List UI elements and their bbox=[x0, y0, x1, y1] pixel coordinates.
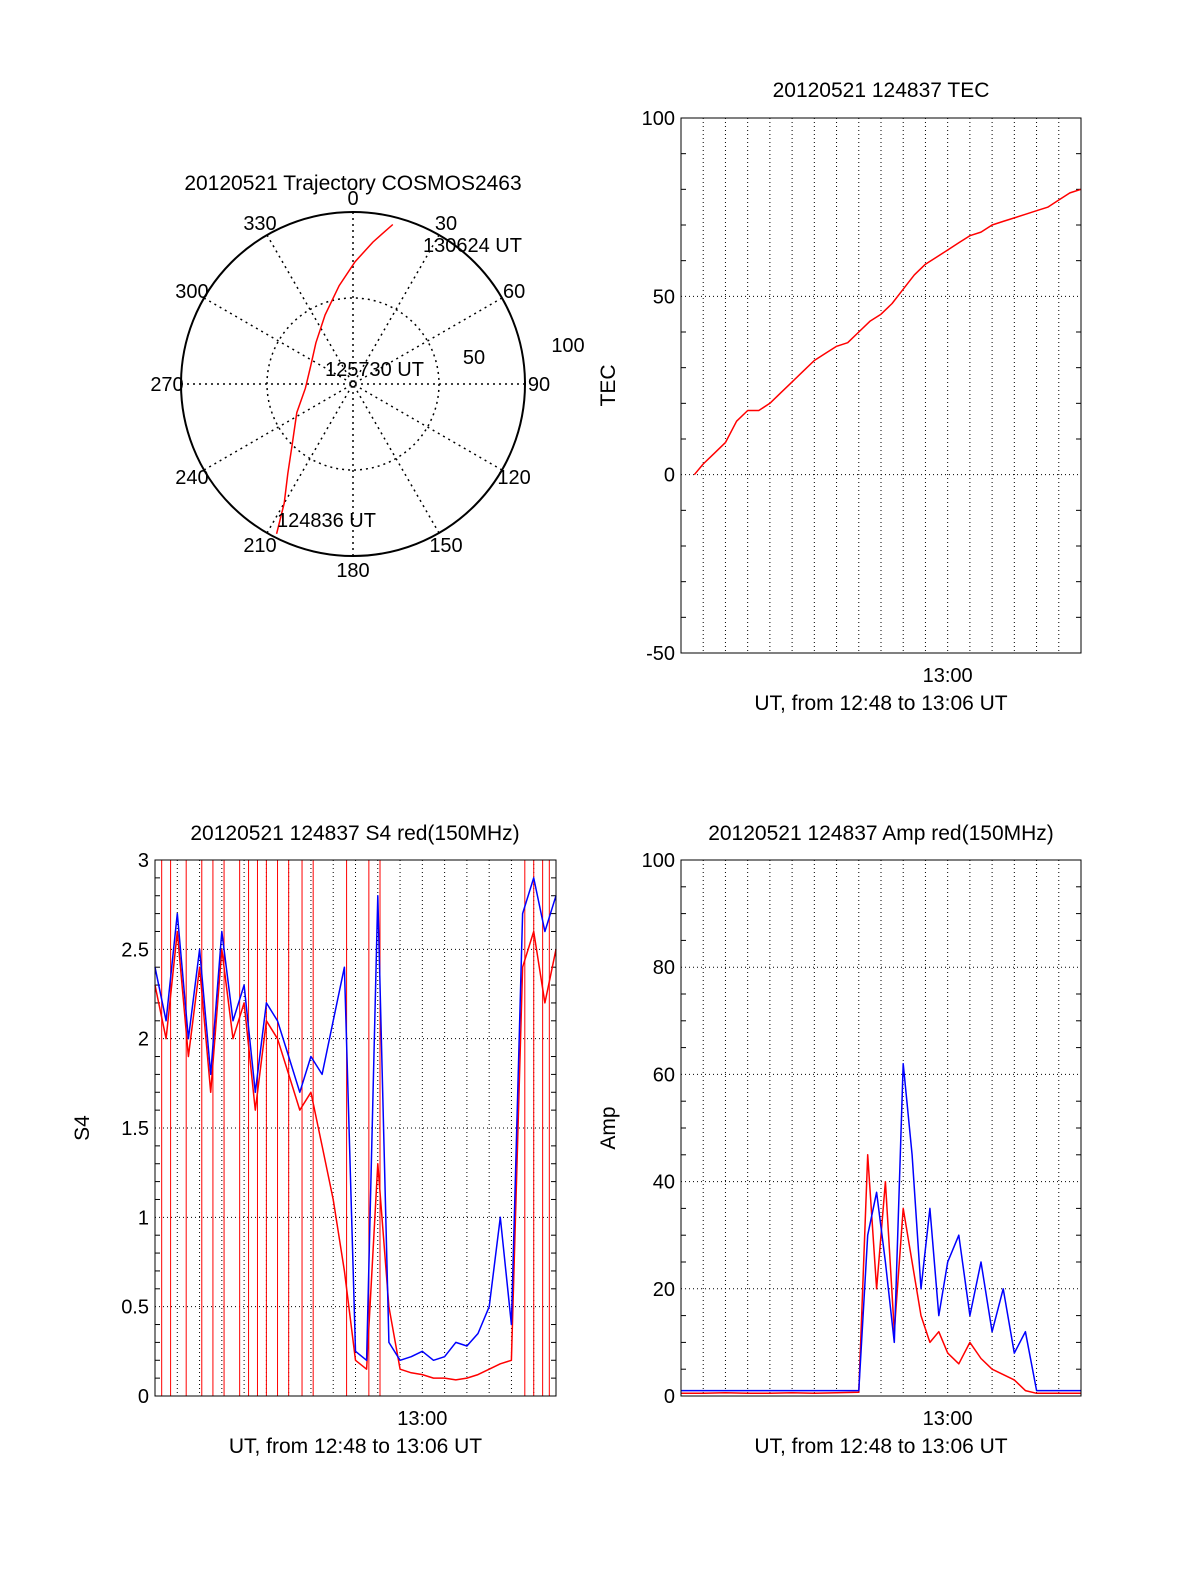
s4-x-axis-label: UT, from 12:48 to 13:06 UT bbox=[229, 1435, 482, 1458]
tec-title: 20120521 124837 TEC bbox=[773, 79, 990, 102]
y-tick-label: 80 bbox=[653, 957, 675, 979]
polar-azimuth-label: 270 bbox=[150, 374, 183, 396]
polar-azimuth-label: 60 bbox=[503, 281, 525, 303]
y-tick-label: 20 bbox=[653, 1279, 675, 1301]
y-tick-label: 0 bbox=[138, 1386, 149, 1408]
y-tick-label: 100 bbox=[642, 850, 675, 872]
amp-x-axis-label: UT, from 12:48 to 13:06 UT bbox=[754, 1435, 1007, 1458]
polar-ring-label-50: 50 bbox=[463, 347, 485, 369]
y-tick-label: 60 bbox=[653, 1064, 675, 1086]
s4-grid bbox=[155, 860, 556, 1396]
series-line-0 bbox=[693, 188, 1082, 476]
amp-series bbox=[681, 1062, 1081, 1395]
polar-azimuth-label: 300 bbox=[175, 281, 208, 303]
series-line-1 bbox=[681, 1062, 1081, 1392]
polar-azimuth-label: 90 bbox=[528, 374, 550, 396]
s4-series bbox=[154, 860, 557, 1396]
polar-azimuth-label: 210 bbox=[243, 535, 276, 557]
tec-x-axis-label: UT, from 12:48 to 13:06 UT bbox=[754, 692, 1007, 715]
y-tick-label: 50 bbox=[653, 286, 675, 308]
amp-y-axis-label: Amp bbox=[597, 1106, 620, 1149]
polar-azimuth-label: 120 bbox=[497, 467, 530, 489]
track-peak-label: 125730 UT bbox=[325, 359, 424, 381]
series-line-0 bbox=[154, 930, 557, 1381]
polar-azimuth-labels: 0 30 60 90 120 150 180 210 240 270 300 330 bbox=[150, 188, 550, 582]
series-line-0 bbox=[681, 1154, 1081, 1395]
polar-title: 20120521 Trajectory COSMOS2463 bbox=[184, 172, 521, 195]
polar-azimuth-label: 30 bbox=[435, 213, 457, 235]
y-tick-label: 2 bbox=[138, 1029, 149, 1051]
amp-grid bbox=[681, 860, 1081, 1396]
s4-panel: 20120521 124837 S4 red(150MHz) 0 0.5 1 1.5 2… bbox=[71, 822, 557, 1458]
y-tick-label: -50 bbox=[646, 643, 675, 665]
polar-ring-label-100: 100 bbox=[551, 335, 584, 357]
tec-series bbox=[693, 188, 1082, 476]
y-tick-label: 0.5 bbox=[121, 1297, 149, 1319]
s4-x-tick-1300: 13:00 bbox=[397, 1408, 447, 1430]
y-tick-label: 1 bbox=[138, 1207, 149, 1229]
tec-panel: 20120521 124837 TEC -50 0 50 100 13:00 UT, … bbox=[597, 79, 1082, 715]
s4-y-axis-label: S4 bbox=[71, 1115, 94, 1141]
tec-grid bbox=[681, 118, 1081, 653]
series-line-1 bbox=[154, 877, 557, 1362]
s4-y-ticks: 0 0.5 1 1.5 2 2.5 3 bbox=[121, 850, 149, 1408]
y-tick-label: 2.5 bbox=[121, 939, 149, 961]
s4-plot-frame bbox=[154, 859, 557, 1397]
tec-y-ticks: -50 0 50 100 bbox=[642, 108, 675, 665]
polar-trajectory-panel: 20120521 Trajectory COSMOS2463 0 30 60 90 12… bbox=[150, 172, 584, 582]
tec-x-tick-1300: 13:00 bbox=[923, 665, 973, 687]
polar-grid bbox=[180, 211, 526, 557]
amp-plot-frame bbox=[680, 859, 1082, 1397]
polar-azimuth-label: 0 bbox=[347, 188, 358, 210]
polar-azimuth-label: 180 bbox=[336, 560, 369, 582]
polar-azimuth-label: 330 bbox=[243, 213, 276, 235]
y-tick-label: 0 bbox=[664, 465, 675, 487]
amp-title: 20120521 124837 Amp red(150MHz) bbox=[708, 822, 1054, 845]
trajectory-line bbox=[275, 223, 394, 534]
polar-azimuth-label: 150 bbox=[429, 535, 462, 557]
polar-track bbox=[275, 223, 394, 534]
y-tick-label: 100 bbox=[642, 108, 675, 130]
y-tick-label: 0 bbox=[664, 1386, 675, 1408]
track-start-label: 124836 UT bbox=[277, 510, 376, 532]
amp-panel: 20120521 124837 Amp red(150MHz) 0 20 40 60 8… bbox=[597, 822, 1082, 1458]
y-tick-label: 40 bbox=[653, 1172, 675, 1194]
polar-azimuth-label: 240 bbox=[175, 467, 208, 489]
tec-y-axis-label: TEC bbox=[597, 365, 620, 407]
tec-plot-frame bbox=[680, 117, 1082, 654]
y-tick-label: 3 bbox=[138, 850, 149, 872]
track-end-label: 130624 UT bbox=[423, 235, 522, 257]
amp-y-ticks: 0 20 40 60 80 100 bbox=[642, 850, 675, 1408]
y-tick-label: 1.5 bbox=[121, 1118, 149, 1140]
s4-title: 20120521 124837 S4 red(150MHz) bbox=[190, 822, 519, 845]
amp-x-tick-1300: 13:00 bbox=[923, 1408, 973, 1430]
